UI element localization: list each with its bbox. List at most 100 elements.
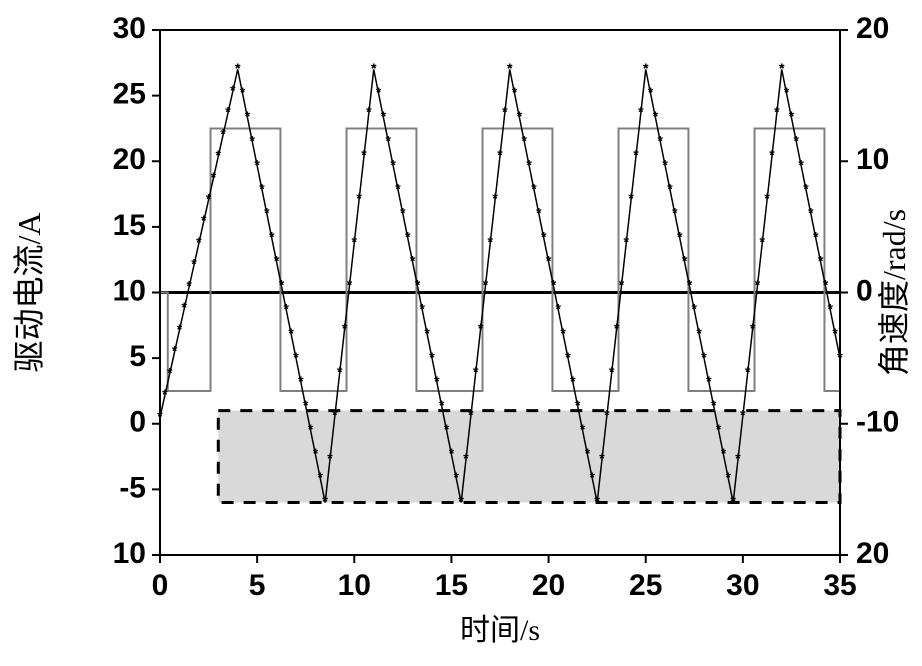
svg-text:*: * [711, 397, 717, 413]
svg-text:*: * [696, 325, 702, 341]
svg-text:*: * [823, 277, 829, 293]
svg-text:*: * [342, 320, 348, 336]
svg-text:*: * [182, 299, 188, 315]
svg-text:*: * [279, 277, 285, 293]
svg-text:*: * [560, 325, 566, 341]
svg-text:*: * [434, 373, 440, 389]
svg-text:*: * [677, 229, 683, 245]
svg-text:*: * [760, 233, 766, 249]
angular-velocity-line [160, 128, 840, 391]
svg-text:*: * [672, 204, 678, 220]
svg-text:*: * [225, 104, 231, 120]
x-tick-label: 0 [152, 569, 169, 602]
svg-text:*: * [832, 325, 838, 341]
x-tick-label: 10 [338, 569, 371, 602]
svg-text:*: * [798, 156, 804, 172]
svg-text:*: * [730, 493, 736, 509]
svg-text:*: * [701, 349, 707, 365]
y-right-tick-label: -10 [856, 406, 899, 439]
svg-text:*: * [405, 229, 411, 245]
svg-text:*: * [653, 108, 659, 124]
svg-text:*: * [235, 60, 241, 76]
y-left-tick-label: 0 [129, 406, 146, 439]
svg-text:*: * [347, 277, 353, 293]
svg-text:*: * [327, 450, 333, 466]
svg-text:*: * [454, 469, 460, 485]
svg-text:*: * [570, 373, 576, 389]
dual-axis-chart: * * * * * * * * * * * * * * * * * * * * * * * * * * * * * * * * * * * * * * * *… [0, 0, 922, 666]
svg-text:*: * [594, 493, 600, 509]
y-left-tick-label: -5 [119, 471, 146, 504]
svg-text:*: * [390, 156, 396, 172]
svg-text:*: * [551, 277, 557, 293]
svg-text:*: * [177, 321, 183, 337]
svg-text:*: * [590, 469, 596, 485]
svg-text:*: * [522, 132, 528, 148]
svg-text:*: * [400, 204, 406, 220]
svg-text:*: * [507, 60, 513, 76]
svg-text:*: * [721, 445, 727, 461]
svg-text:*: * [531, 180, 537, 196]
x-axis-label: 时间/s [460, 614, 540, 647]
svg-text:*: * [468, 407, 474, 423]
svg-text:*: * [250, 132, 256, 148]
svg-text:*: * [264, 204, 270, 220]
chart-container: * * * * * * * * * * * * * * * * * * * * * * * * * * * * * * * * * * * * * * * *… [0, 0, 922, 666]
svg-text:*: * [288, 325, 294, 341]
svg-text:*: * [633, 147, 639, 163]
svg-text:*: * [230, 82, 236, 98]
svg-text:*: * [352, 233, 358, 249]
y-right-tick-label: 20 [856, 537, 889, 570]
svg-text:*: * [735, 450, 741, 466]
svg-text:*: * [609, 363, 615, 379]
svg-text:*: * [755, 277, 761, 293]
svg-text:*: * [692, 301, 698, 317]
svg-text:*: * [337, 363, 343, 379]
svg-text:*: * [186, 277, 192, 293]
svg-text:*: * [318, 469, 324, 485]
svg-text:*: * [172, 343, 178, 359]
svg-text:*: * [536, 204, 542, 220]
svg-text:*: * [463, 450, 469, 466]
svg-text:*: * [648, 84, 654, 100]
svg-text:*: * [322, 493, 328, 509]
y-left-tick-label: 20 [113, 143, 146, 176]
svg-text:*: * [201, 212, 207, 228]
x-tick-label: 30 [726, 569, 759, 602]
svg-text:*: * [580, 421, 586, 437]
svg-text:*: * [216, 147, 222, 163]
svg-text:*: * [745, 363, 751, 379]
svg-text:*: * [604, 407, 610, 423]
svg-text:*: * [624, 233, 630, 249]
svg-text:*: * [473, 363, 479, 379]
svg-text:*: * [361, 147, 367, 163]
svg-text:*: * [245, 108, 251, 124]
svg-text:*: * [662, 156, 668, 172]
svg-text:*: * [303, 397, 309, 413]
svg-text:*: * [410, 253, 416, 269]
svg-text:*: * [449, 445, 455, 461]
svg-text:*: * [429, 349, 435, 365]
svg-text:*: * [240, 84, 246, 100]
y-left-tick-label: 30 [113, 12, 146, 45]
svg-text:*: * [211, 169, 217, 185]
svg-text:*: * [813, 229, 819, 245]
svg-text:*: * [740, 407, 746, 423]
svg-text:*: * [706, 373, 712, 389]
svg-text:*: * [726, 469, 732, 485]
svg-text:*: * [376, 84, 382, 100]
svg-text:*: * [667, 180, 673, 196]
x-tick-label: 5 [249, 569, 266, 602]
y-left-tick-label: 15 [113, 209, 146, 242]
svg-text:*: * [332, 407, 338, 423]
svg-text:*: * [196, 234, 202, 250]
svg-text:*: * [162, 386, 168, 402]
svg-text:*: * [779, 60, 785, 76]
svg-text:*: * [492, 190, 498, 206]
svg-text:*: * [381, 108, 387, 124]
y-left-tick-label: 25 [113, 78, 146, 111]
svg-text:*: * [803, 180, 809, 196]
svg-text:*: * [284, 301, 290, 317]
svg-text:*: * [818, 253, 824, 269]
svg-text:*: * [517, 108, 523, 124]
